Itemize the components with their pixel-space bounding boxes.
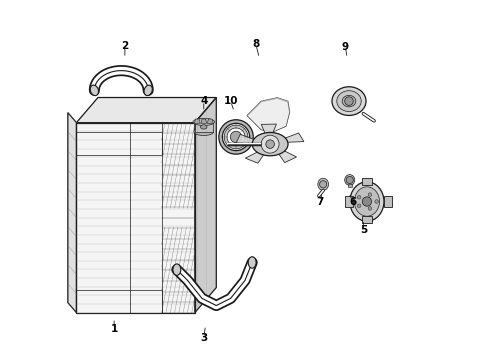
Text: 8: 8 — [252, 39, 259, 49]
Circle shape — [261, 135, 279, 153]
Ellipse shape — [248, 257, 256, 268]
Ellipse shape — [173, 264, 181, 275]
Polygon shape — [236, 134, 261, 144]
Polygon shape — [76, 123, 195, 313]
Text: 1: 1 — [110, 324, 118, 334]
Polygon shape — [278, 133, 304, 143]
Circle shape — [357, 195, 361, 199]
Text: 3: 3 — [200, 333, 207, 343]
Bar — [345, 196, 353, 207]
Polygon shape — [195, 119, 200, 123]
Bar — [384, 196, 392, 207]
Ellipse shape — [252, 132, 288, 156]
Circle shape — [375, 200, 378, 203]
Ellipse shape — [342, 95, 356, 107]
Polygon shape — [247, 98, 290, 132]
Ellipse shape — [332, 87, 366, 116]
Polygon shape — [201, 119, 207, 123]
Text: 5: 5 — [360, 225, 367, 235]
Circle shape — [346, 176, 353, 184]
Text: 7: 7 — [317, 197, 324, 207]
Polygon shape — [207, 119, 213, 123]
Ellipse shape — [318, 178, 329, 190]
Ellipse shape — [350, 182, 384, 221]
Ellipse shape — [90, 85, 98, 95]
Ellipse shape — [200, 125, 207, 129]
Circle shape — [368, 207, 372, 210]
Text: 6: 6 — [349, 197, 356, 207]
Text: 2: 2 — [121, 41, 128, 50]
Bar — [362, 178, 371, 185]
Bar — [362, 216, 371, 223]
Polygon shape — [76, 98, 216, 123]
Circle shape — [230, 131, 242, 143]
Text: 9: 9 — [342, 42, 349, 52]
Polygon shape — [195, 98, 216, 313]
Ellipse shape — [194, 128, 214, 135]
Polygon shape — [68, 113, 76, 313]
Polygon shape — [245, 149, 267, 163]
Circle shape — [266, 140, 274, 148]
Ellipse shape — [354, 187, 379, 216]
Ellipse shape — [337, 91, 361, 112]
Circle shape — [357, 204, 361, 208]
Ellipse shape — [344, 175, 355, 185]
Polygon shape — [275, 148, 296, 163]
Bar — [347, 184, 352, 187]
Circle shape — [319, 181, 327, 188]
Circle shape — [344, 97, 353, 105]
Text: 10: 10 — [223, 96, 238, 106]
Ellipse shape — [144, 85, 152, 95]
Circle shape — [368, 193, 372, 197]
Polygon shape — [195, 123, 213, 132]
Circle shape — [362, 197, 371, 206]
Ellipse shape — [193, 118, 215, 126]
Polygon shape — [261, 124, 276, 138]
Text: 4: 4 — [200, 96, 207, 106]
